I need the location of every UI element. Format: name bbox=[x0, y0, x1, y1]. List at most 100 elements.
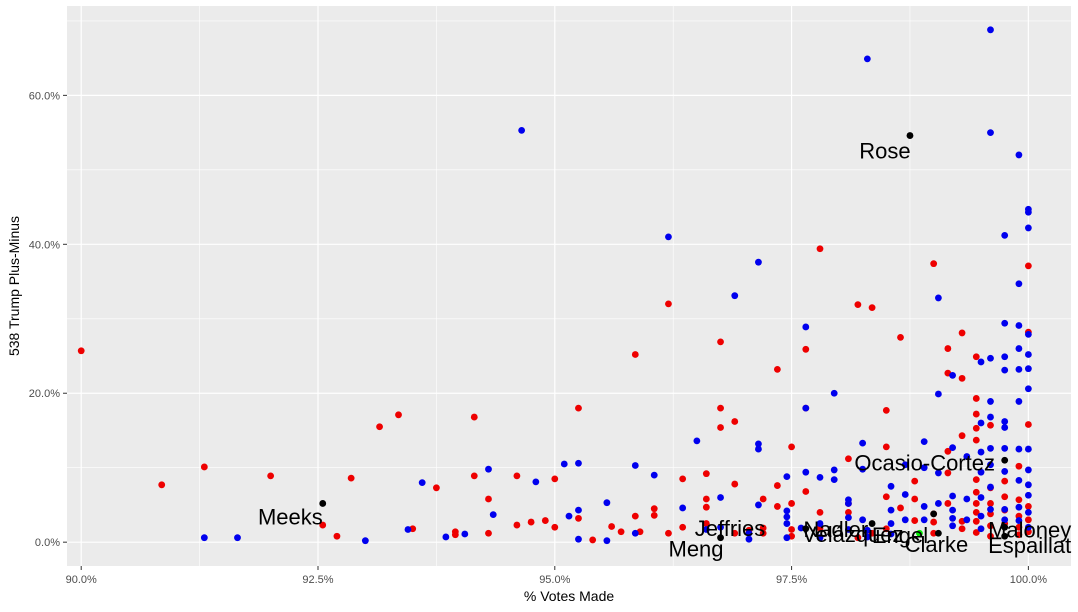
blue-data-point bbox=[1001, 444, 1009, 452]
red-data-point bbox=[845, 508, 852, 516]
blue-data-point bbox=[949, 514, 957, 522]
point-label: Meng bbox=[669, 537, 724, 562]
blue-data-point bbox=[717, 523, 724, 531]
blue-data-point bbox=[1015, 322, 1023, 329]
black-data-point bbox=[934, 529, 942, 537]
red-data-point bbox=[773, 482, 781, 489]
red-data-point bbox=[958, 329, 966, 337]
blue-data-point bbox=[887, 482, 895, 490]
blue-data-point bbox=[934, 294, 942, 302]
blue-data-point bbox=[489, 511, 497, 519]
blue-data-point bbox=[863, 533, 871, 541]
blue-data-point bbox=[901, 491, 909, 498]
blue-data-point bbox=[1015, 280, 1023, 288]
y-tick-label: 40.0% bbox=[29, 239, 60, 251]
blue-data-point bbox=[920, 464, 928, 472]
blue-data-point bbox=[1024, 481, 1032, 489]
blue-data-point bbox=[1001, 418, 1009, 425]
blue-data-point bbox=[755, 445, 762, 453]
point-label: Nadler bbox=[803, 517, 868, 542]
blue-data-point bbox=[575, 459, 582, 467]
blue-data-point bbox=[575, 535, 582, 543]
blue-data-point bbox=[1015, 517, 1023, 524]
blue-data-point bbox=[977, 358, 985, 366]
blue-data-point bbox=[1024, 224, 1032, 232]
red-data-point bbox=[347, 474, 355, 482]
blue-data-point bbox=[816, 534, 824, 542]
blue-data-point bbox=[977, 468, 985, 476]
blue-data-point bbox=[863, 55, 871, 63]
black-data-point bbox=[1001, 532, 1009, 540]
point-label: Velázquez bbox=[802, 522, 904, 547]
red-data-point bbox=[972, 436, 980, 444]
blue-data-point bbox=[987, 506, 994, 513]
blue-data-point bbox=[485, 465, 492, 473]
minor-gridlines bbox=[67, 6, 1071, 566]
blue-data-point bbox=[1001, 468, 1009, 475]
red-data-point bbox=[267, 472, 275, 480]
blue-data-point bbox=[920, 516, 928, 524]
x-tick-label: 95.0% bbox=[539, 574, 570, 586]
red-data-point bbox=[788, 526, 795, 533]
red-data-point bbox=[1015, 523, 1023, 531]
plot-panel bbox=[67, 6, 1071, 566]
blue-data-point bbox=[859, 439, 867, 447]
blue-data-point bbox=[977, 494, 985, 501]
red-data-point bbox=[631, 512, 639, 520]
point-label: Meeks bbox=[258, 504, 323, 529]
blue-data-point bbox=[977, 419, 985, 427]
blue-data-point bbox=[845, 500, 852, 507]
blue-data-point bbox=[977, 525, 985, 533]
red-data-point bbox=[972, 508, 980, 516]
blue-data-point bbox=[783, 534, 791, 542]
red-data-point bbox=[972, 395, 980, 402]
red-data-point bbox=[451, 531, 459, 539]
green-data-point bbox=[916, 529, 923, 537]
black-data-point bbox=[717, 534, 724, 542]
blue-data-point bbox=[830, 466, 838, 474]
red-data-point bbox=[958, 525, 966, 533]
blue-data-point bbox=[949, 506, 957, 514]
red-data-point bbox=[987, 532, 994, 540]
blue-data-point bbox=[755, 258, 762, 266]
black-data-point bbox=[802, 525, 810, 533]
blue-data-point bbox=[949, 522, 957, 530]
point-label: Jeffries bbox=[695, 516, 766, 541]
red-data-point bbox=[1015, 531, 1023, 539]
blue-data-point bbox=[404, 526, 412, 533]
red-data-point bbox=[541, 517, 549, 524]
x-tick-label: 100.0% bbox=[1010, 574, 1048, 586]
red-data-point bbox=[944, 447, 952, 455]
red-data-point bbox=[650, 505, 658, 513]
blue-data-point bbox=[887, 520, 895, 527]
data-points bbox=[77, 26, 1032, 545]
blue-data-point bbox=[717, 494, 724, 501]
x-axis-title: % Votes Made bbox=[524, 588, 614, 604]
blue-data-point bbox=[1001, 366, 1009, 374]
red-data-point bbox=[333, 532, 341, 540]
blue-data-point bbox=[1015, 503, 1023, 511]
blue-data-point bbox=[920, 438, 928, 446]
black-data-point bbox=[319, 500, 327, 507]
blue-data-point bbox=[1024, 523, 1032, 531]
blue-data-point bbox=[560, 460, 568, 468]
red-data-point bbox=[972, 424, 980, 432]
black-data-point bbox=[930, 510, 938, 518]
blue-data-point bbox=[934, 500, 942, 507]
red-data-point bbox=[631, 351, 639, 358]
red-data-point bbox=[802, 488, 810, 495]
blue-data-point bbox=[1015, 151, 1023, 159]
red-data-point bbox=[882, 493, 890, 501]
red-data-point bbox=[944, 469, 952, 477]
red-data-point bbox=[1024, 262, 1032, 270]
blue-data-point bbox=[977, 448, 985, 456]
blue-data-point bbox=[949, 444, 957, 451]
black-data-point bbox=[1001, 523, 1009, 531]
blue-data-point bbox=[901, 461, 909, 469]
blue-data-point bbox=[1001, 516, 1009, 524]
blue-data-point bbox=[802, 468, 810, 476]
red-data-point bbox=[470, 472, 478, 480]
x-tick-label: 90.0% bbox=[66, 574, 97, 586]
red-data-point bbox=[987, 522, 994, 530]
red-data-point bbox=[1015, 462, 1023, 470]
